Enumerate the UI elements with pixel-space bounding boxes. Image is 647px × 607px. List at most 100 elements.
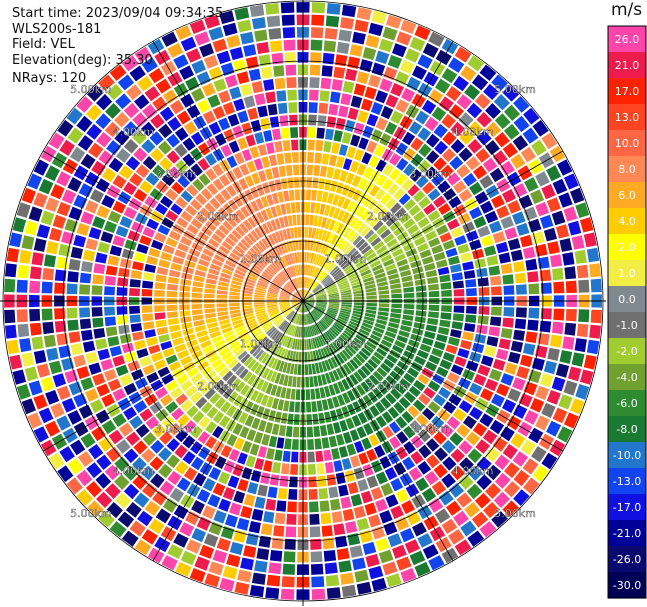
velocity-gate [472,165,488,180]
velocity-gate [379,456,392,469]
velocity-gate [338,105,349,118]
velocity-gate [467,138,483,154]
velocity-gate [433,157,447,171]
velocity-gate [350,95,363,109]
velocity-gate [448,336,460,347]
velocity-gate [451,321,463,330]
velocity-gate [310,312,317,322]
velocity-gate [398,264,410,272]
velocity-gate [431,173,445,187]
velocity-gate [488,265,501,276]
velocity-gate [351,280,362,287]
velocity-gate [460,252,472,263]
velocity-gate [401,319,413,327]
velocity-gate [356,71,370,85]
velocity-gate [469,181,483,196]
velocity-gate [433,463,448,479]
velocity-gate [307,265,312,276]
velocity-gate [310,280,317,290]
velocity-gate [490,275,502,286]
velocity-gate [370,355,382,365]
velocity-gate [309,326,314,337]
velocity-gate [325,574,340,587]
velocity-gate [389,436,401,449]
velocity-gate [389,421,401,434]
velocity-gate [409,36,426,52]
velocity-gate [564,266,577,280]
velocity-gate [342,198,351,210]
velocity-gate [408,254,420,263]
velocity-gate [320,243,327,254]
velocity-gate [328,292,339,297]
velocity-gate [313,286,323,294]
velocity-gate [428,89,444,104]
velocity-gate [322,316,332,325]
velocity-gate [406,76,421,91]
colorbar-tick-label: 6.0 [618,189,636,202]
velocity-gate [395,489,410,503]
velocity-gate [403,304,415,310]
velocity-gate [303,291,311,301]
velocity-gate [440,312,452,320]
velocity-gate [312,283,321,292]
velocity-gate [324,386,331,398]
velocity-gate [469,206,483,220]
velocity-gate [400,568,417,583]
velocity-gate [336,238,345,249]
velocity-gate [347,271,359,279]
velocity-gate [303,296,314,301]
velocity-gate [386,268,398,276]
velocity-gate [513,261,525,273]
velocity-gate [314,152,322,164]
velocity-gate [419,249,432,259]
velocity-gate [441,68,458,84]
velocity-gate [466,305,477,314]
velocity-gate [357,478,369,492]
velocity-gate [364,86,377,100]
velocity-gate [574,249,587,264]
velocity-gate [496,383,510,397]
velocity-gate [303,326,306,338]
velocity-gate [327,232,335,244]
velocity-gate [421,256,434,265]
velocity-gate [304,297,315,301]
velocity-gate [338,256,348,266]
velocity-gate [378,307,390,312]
velocity-gate [522,127,539,144]
velocity-gate [305,389,311,400]
velocity-gate [306,326,310,338]
velocity-gate [465,314,477,323]
velocity-gate [403,163,416,177]
velocity-gate [316,322,324,332]
velocity-gate [469,382,483,396]
velocity-gate [303,301,311,310]
velocity-gate [547,347,560,361]
velocity-gate [396,231,409,242]
velocity-gate [374,322,386,330]
velocity-gate [319,90,330,102]
velocity-gate [476,112,492,128]
velocity-gate [571,352,585,367]
velocity-gate [366,291,377,296]
velocity-gate [364,284,376,290]
velocity-gate [328,296,340,299]
velocity-gate [431,244,444,255]
velocity-gate [314,202,321,214]
velocity-gate [368,514,382,528]
velocity-gate [330,234,338,246]
velocity-gate [376,319,387,326]
velocity-gate [333,271,344,280]
velocity-gate [428,498,444,513]
velocity-gate [541,452,558,470]
velocity-gate [308,102,318,113]
velocity-gate [437,408,451,422]
velocity-gate [396,158,409,171]
velocity-gate [421,487,437,503]
velocity-gate [340,310,351,315]
velocity-gate [387,406,400,419]
velocity-gate [375,471,388,485]
velocity-gate [441,518,458,534]
velocity-gate [322,537,335,550]
velocity-gate [361,437,372,450]
velocity-gate [403,198,416,211]
